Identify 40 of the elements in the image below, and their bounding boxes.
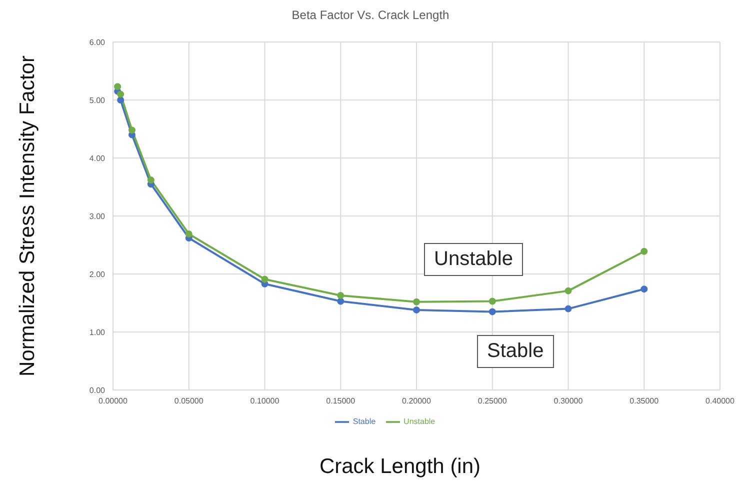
point <box>564 287 572 294</box>
point <box>117 96 124 104</box>
point <box>147 176 154 184</box>
point <box>488 308 496 316</box>
y-tick-label: 4.00 <box>89 154 106 163</box>
y-tick-label: 0.00 <box>89 386 106 395</box>
x-tick-label: 0.40000 <box>706 396 736 406</box>
point <box>640 286 648 293</box>
point <box>128 126 136 134</box>
x-tick-label: 0.30000 <box>554 396 584 406</box>
point <box>185 230 192 238</box>
legend-label: Unstable <box>404 417 436 426</box>
y-tick-label: 3.00 <box>89 212 106 221</box>
point <box>564 305 572 312</box>
chart-title: Beta Factor Vs. Crack Length <box>290 8 450 22</box>
legend-label: Stable <box>352 417 376 426</box>
annotation: Stable <box>477 335 554 368</box>
point <box>114 83 122 90</box>
y-tick-label: 1.00 <box>89 328 106 337</box>
x-tick-label: 0.35000 <box>630 396 660 406</box>
y-tick-label: 2.00 <box>89 270 106 279</box>
x-tick-label: 0.05000 <box>174 396 204 406</box>
point <box>117 90 124 98</box>
x-tick-label: 0.10000 <box>250 396 280 406</box>
point <box>413 306 420 314</box>
x-tick-label: 0.00000 <box>98 396 128 406</box>
point <box>488 298 496 305</box>
point <box>413 298 420 306</box>
x-tick-label: 0.20000 <box>402 396 432 406</box>
point <box>337 298 344 305</box>
annotation: Unstable <box>424 243 523 276</box>
y-axis-title: Normalized Stress Intensity Factor <box>16 56 40 376</box>
point <box>337 292 344 299</box>
x-tick-label: 0.25000 <box>478 396 508 406</box>
x-axis-title: Crack Length (in) <box>318 455 482 479</box>
point <box>261 276 268 283</box>
point <box>640 248 648 255</box>
x-tick-label: 0.15000 <box>326 396 356 406</box>
y-tick-label: 5.00 <box>89 96 106 105</box>
y-tick-label: 6.00 <box>89 38 106 47</box>
